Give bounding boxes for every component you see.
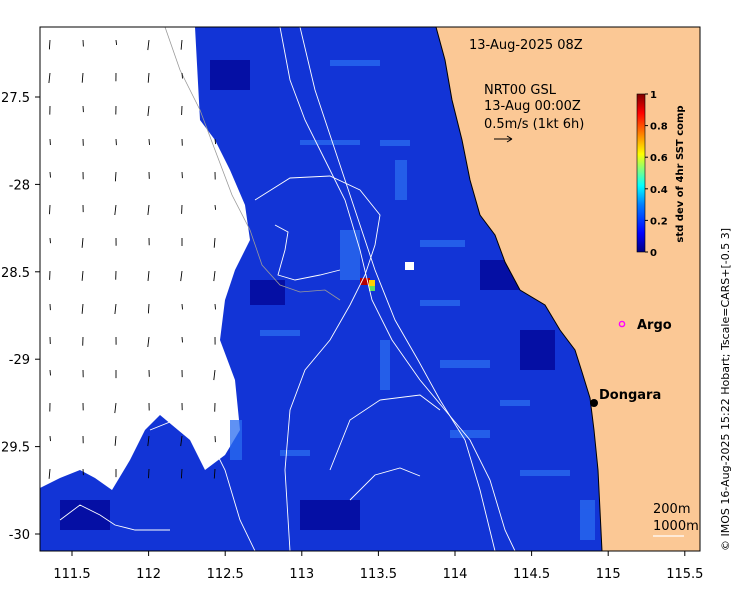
current-arrow — [148, 304, 149, 313]
current-arrow — [149, 469, 150, 478]
x-tick-label: 114 — [443, 567, 468, 582]
current-arrow — [182, 337, 183, 342]
current-arrow — [149, 139, 150, 145]
argo-label: Argo — [637, 318, 672, 333]
y-tick-label: -28 — [9, 178, 30, 193]
y-tick-label: 29.5 — [1, 441, 30, 456]
depth-legend-200m: 200m — [653, 502, 690, 517]
current-arrow — [50, 205, 51, 214]
colorbar-tick-label: 0.6 — [650, 153, 668, 164]
dongara-marker — [590, 399, 598, 407]
dongara-label: Dongara — [599, 388, 661, 403]
current-arrow — [215, 205, 216, 210]
y-tick-label: -29 — [9, 353, 30, 368]
current-arrow — [181, 469, 182, 478]
colorbar-tick-label: 0.2 — [650, 216, 668, 227]
credit-text: © IMOS 16-Aug-2025 15:22 Hobart; Tscale=… — [719, 228, 732, 551]
x-tick-label: 111.5 — [53, 567, 90, 582]
current-arrow — [49, 40, 50, 49]
colorbar-title: std dev of 4hr SST comp — [675, 105, 686, 242]
current-arrow — [115, 172, 116, 181]
x-tick-label: 113.5 — [360, 567, 397, 582]
x-tick-label: 115.5 — [666, 567, 703, 582]
y-tick-label: -30 — [9, 528, 30, 543]
x-tick-label: 114.5 — [513, 567, 550, 582]
current-arrow — [215, 304, 216, 309]
data-gap — [405, 262, 414, 270]
y-tick-label: 28.5 — [1, 266, 30, 281]
hotspot-mid — [369, 280, 375, 287]
colorbar-tick-label: 0.8 — [650, 122, 668, 133]
x-tick-label: 112 — [136, 567, 161, 582]
colorbar — [637, 94, 645, 252]
data-gap — [140, 212, 146, 218]
y-axis: 27.5 -28 28.5 -29 29.5 -30 — [1, 91, 40, 543]
colorbar-tick-label: 0 — [650, 248, 657, 259]
current-arrow — [182, 304, 183, 309]
current-arrow — [50, 370, 51, 375]
x-tick-label: 115 — [596, 567, 621, 582]
y-tick-label: 27.5 — [1, 91, 30, 106]
product-label: NRT00 GSL — [484, 83, 557, 98]
current-arrow — [116, 40, 117, 45]
analysis-time-label: 13-Aug 00:00Z — [484, 99, 581, 114]
vector-scale-label: 0.5m/s (1kt 6h) — [484, 117, 584, 132]
current-arrow — [50, 172, 51, 178]
x-tick-label: 112.5 — [207, 567, 244, 582]
x-tick-label: 113 — [289, 567, 314, 582]
date-time-label: 13-Aug-2025 08Z — [469, 38, 583, 53]
current-arrow — [50, 238, 51, 243]
colorbar-tick-label: 1 — [650, 90, 657, 101]
x-axis: 111.5 112 112.5 113 113.5 114 114.5 115 115.5 — [53, 551, 703, 582]
colorbar-tick-label: 0.4 — [650, 185, 668, 196]
current-arrow — [215, 139, 216, 144]
current-arrow — [50, 436, 51, 441]
depth-legend-1000m: 1000m — [653, 519, 699, 534]
current-arrow — [182, 73, 183, 79]
